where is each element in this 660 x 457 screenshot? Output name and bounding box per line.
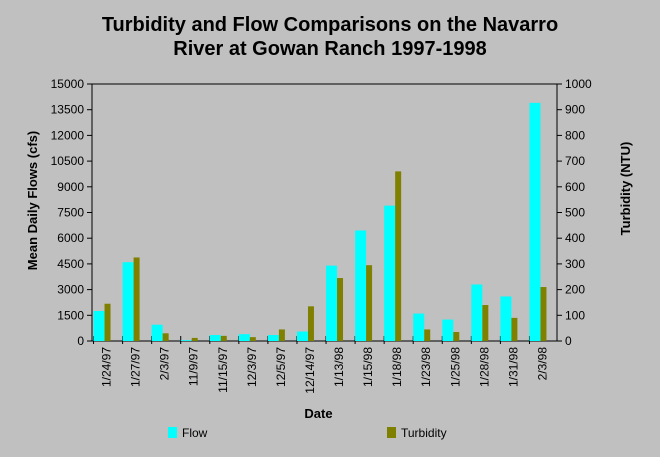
turbidity-bar [278,329,285,341]
flow-bar [529,102,541,341]
turbidity-bar [424,329,431,341]
left-axis-tick-label: 4500 [57,257,84,271]
turbidity-bar [249,337,256,341]
turbidity-bar [307,306,314,341]
turbidity-bar [540,287,547,341]
right-axis-tick-label: 600 [565,180,585,194]
left-axis-tick-label: 6000 [57,231,84,245]
turbidity-bar [191,337,198,341]
legend-label-turbidity: Turbidity [401,426,447,440]
flow-bar [500,296,512,341]
right-axis-tick-label: 1000 [565,77,592,91]
flow-bar [238,334,250,341]
turbidity-bar [133,257,140,341]
flow-bar [93,311,105,341]
left-axis-tick-label: 10500 [51,154,85,168]
right-axis-tick-label: 400 [565,231,585,245]
x-axis-tick-label: 1/15/98 [361,347,375,387]
turbidity-bar [162,333,169,341]
x-axis-tick-label: 12/14/97 [303,347,317,394]
legend-label-flow: Flow [182,426,208,440]
x-axis-tick-label: 2/3/98 [535,347,549,381]
left-axis-tick-label: 15000 [51,77,85,91]
turbidity-bar [366,265,373,341]
plot-area [91,83,558,342]
left-axis-tick-label: 1500 [57,308,84,322]
flow-bar [384,205,396,341]
x-axis-tick-label: 1/27/97 [129,347,143,387]
flow-bar [355,230,367,341]
turbidity-bar [511,317,518,341]
flow-bar [209,335,221,341]
right-axis-tick-label: 200 [565,283,585,297]
flow-bar [296,331,308,341]
x-axis-tick-label: 12/5/97 [274,347,288,387]
flow-bar [442,319,454,341]
right-axis-tick-label: 300 [565,257,585,271]
legend-swatch-flow [168,427,177,438]
left-axis-tick-label: 12000 [51,128,85,142]
flow-bar [326,265,338,341]
y-axis-title-right: Turbidity (NTU) [618,142,633,236]
x-axis-tick-label: 12/3/97 [245,347,259,387]
x-axis-tick-label: 1/31/98 [506,347,520,387]
flow-bar [413,313,425,341]
x-axis-tick-label: 1/23/98 [419,347,433,387]
x-axis-tick-label: 11/9/97 [187,347,201,386]
x-axis-tick-label: 1/13/98 [332,347,346,387]
left-axis-tick-label: 7500 [57,206,84,220]
turbidity-bar [104,303,111,341]
x-axis-tick-label: 1/18/98 [390,347,404,387]
x-axis-tick-label: 11/15/97 [216,347,230,393]
turbidity-bar [453,332,460,341]
left-axis-tick-label: 3000 [57,283,84,297]
right-axis-tick-label: 700 [565,154,585,168]
x-axis-tick-label: 1/25/98 [448,347,462,387]
x-axis-tick-label: 1/28/98 [477,347,491,387]
chart-title-line-2: River at Gowan Ranch 1997-1998 [173,38,487,60]
right-axis-tick-label: 900 [565,103,585,117]
turbidity-bar [337,278,344,341]
flow-bar [471,284,483,341]
left-axis-tick-label: 0 [77,334,84,348]
legend-swatch-turbidity [387,427,396,438]
left-axis-tick-label: 13500 [51,103,85,117]
x-axis-tick-label: 1/24/97 [100,347,114,387]
turbidity-bar [220,335,227,341]
left-axis-tick-label: 9000 [57,180,84,194]
x-axis-title: Date [304,406,332,421]
right-axis-tick-label: 800 [565,128,585,142]
right-axis-tick-label: 0 [565,334,572,348]
flow-bar [267,335,279,341]
turbidity-bar [395,171,402,341]
chart-title-line-1: Turbidity and Flow Comparisons on the Na… [101,14,559,36]
x-axis-tick-label: 2/3/97 [158,347,172,381]
turbidity-bar [482,305,489,341]
right-axis-tick-label: 100 [565,308,585,322]
flow-bar [122,262,134,341]
right-axis-tick-label: 500 [565,206,585,220]
flow-bar [151,324,163,341]
y-axis-title-left: Mean Daily Flows (cfs) [25,131,40,270]
flow-bar [180,340,192,341]
